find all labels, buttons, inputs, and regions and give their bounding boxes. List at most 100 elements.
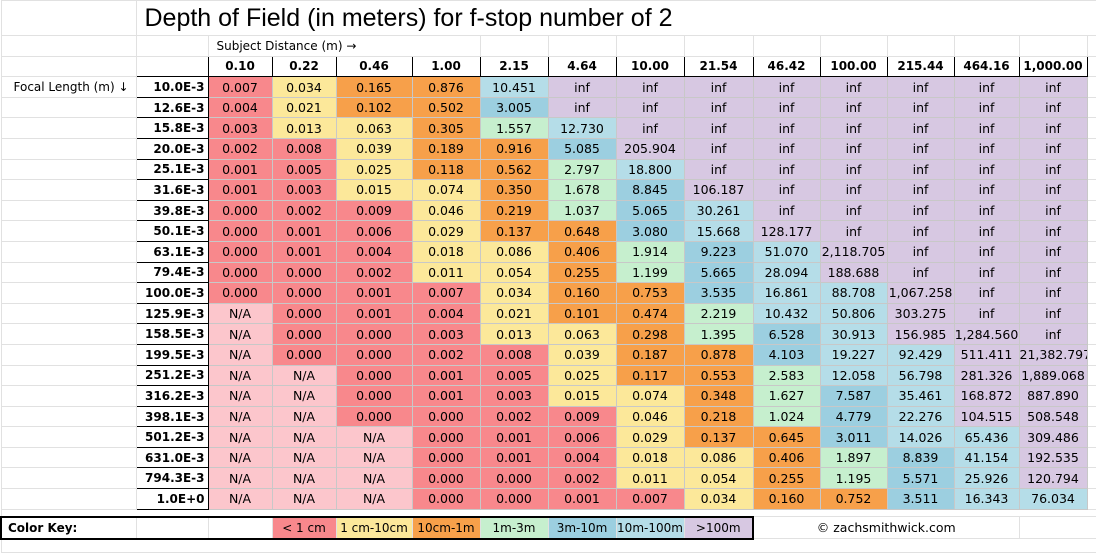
dof-value-cell[interactable]: 0.000	[335, 385, 413, 407]
dof-value-cell[interactable]: N/A	[271, 467, 337, 490]
dof-value-cell[interactable]: 0.074	[411, 179, 481, 201]
dof-value-cell[interactable]: 0.086	[479, 240, 549, 263]
empty-cell[interactable]	[0, 364, 137, 387]
dof-value-cell[interactable]: 0.002	[547, 467, 617, 490]
dof-value-cell[interactable]: 205.904	[615, 137, 685, 160]
dof-value-cell[interactable]: 0.025	[547, 364, 617, 387]
dof-value-cell[interactable]: 0.000	[411, 467, 481, 490]
empty-cell[interactable]	[0, 467, 137, 490]
dof-value-cell[interactable]: 0.001	[207, 179, 273, 201]
dof-value-cell[interactable]: 0.003	[271, 179, 337, 201]
dof-value-cell[interactable]: inf	[1018, 76, 1088, 98]
dof-value-cell[interactable]: 0.000	[335, 364, 413, 387]
dof-value-cell[interactable]: 511.411	[953, 343, 1020, 366]
dof-value-cell[interactable]: 0.004	[547, 446, 617, 469]
dof-value-cell[interactable]: 0.003	[411, 323, 481, 345]
dof-value-cell[interactable]: inf	[752, 179, 821, 201]
dof-value-cell[interactable]: inf	[683, 117, 754, 139]
dof-value-cell[interactable]: inf	[547, 76, 617, 98]
dof-value-cell[interactable]: 0.001	[547, 488, 617, 510]
dof-value-cell[interactable]: inf	[953, 117, 1020, 139]
dof-value-cell[interactable]: 0.001	[271, 240, 337, 263]
dof-value-cell[interactable]: 0.255	[752, 467, 821, 490]
empty-cell[interactable]	[1086, 76, 1096, 98]
dof-value-cell[interactable]: 0.013	[479, 323, 549, 345]
dof-value-cell[interactable]: 0.007	[207, 76, 273, 98]
dof-value-cell[interactable]: inf	[819, 179, 888, 201]
dof-value-cell[interactable]: 0.025	[335, 158, 413, 181]
dof-value-cell[interactable]: 88.708	[819, 282, 888, 304]
dof-value-cell[interactable]: inf	[886, 240, 955, 263]
dof-value-cell[interactable]: 0.005	[479, 364, 549, 387]
dof-value-cell[interactable]: 0.000	[411, 405, 481, 428]
empty-cell[interactable]	[0, 117, 137, 139]
dof-value-cell[interactable]: 0.074	[615, 385, 685, 407]
dof-value-cell[interactable]: 28.094	[752, 261, 821, 284]
dof-value-cell[interactable]: 309.486	[1018, 426, 1088, 448]
dof-value-cell[interactable]: 0.648	[547, 220, 617, 242]
dof-value-cell[interactable]: 30.913	[819, 323, 888, 345]
empty-cell[interactable]	[1086, 55, 1096, 78]
dof-value-cell[interactable]: 0.878	[683, 343, 754, 366]
dof-value-cell[interactable]: 1.037	[547, 199, 617, 222]
dof-value-cell[interactable]: N/A	[207, 323, 273, 345]
dof-value-cell[interactable]: 92.429	[886, 343, 955, 366]
empty-cell[interactable]	[0, 343, 137, 366]
dof-value-cell[interactable]: 0.474	[615, 302, 685, 325]
dof-value-cell[interactable]: N/A	[207, 385, 273, 407]
dof-value-cell[interactable]: 8.845	[615, 179, 685, 201]
dof-value-cell[interactable]: 0.000	[271, 302, 337, 325]
dof-value-cell[interactable]: 3.535	[683, 282, 754, 304]
dof-value-cell[interactable]: 0.101	[547, 302, 617, 325]
dof-value-cell[interactable]: 0.007	[411, 282, 481, 304]
dof-value-cell[interactable]: 9.223	[683, 240, 754, 263]
dof-value-cell[interactable]: inf	[752, 96, 821, 119]
dof-value-cell[interactable]: 0.001	[479, 446, 549, 469]
empty-cell[interactable]	[1086, 385, 1096, 407]
dof-value-cell[interactable]: 0.005	[271, 158, 337, 181]
empty-cell[interactable]	[0, 302, 137, 325]
dof-value-cell[interactable]: 0.046	[615, 405, 685, 428]
dof-value-cell[interactable]: N/A	[271, 405, 337, 428]
dof-value-cell[interactable]: inf	[683, 158, 754, 181]
dof-value-cell[interactable]: 1,067.258	[886, 282, 955, 304]
dof-value-cell[interactable]: 0.054	[683, 467, 754, 490]
dof-value-cell[interactable]: 0.645	[752, 426, 821, 448]
dof-value-cell[interactable]: 0.348	[683, 385, 754, 407]
dof-value-cell[interactable]: 2.219	[683, 302, 754, 325]
dof-value-cell[interactable]: inf	[819, 199, 888, 222]
dof-value-cell[interactable]: N/A	[335, 426, 413, 448]
dof-value-cell[interactable]: 22.276	[886, 405, 955, 428]
dof-value-cell[interactable]: 1.024	[752, 405, 821, 428]
dof-value-cell[interactable]: 0.000	[411, 446, 481, 469]
dof-value-cell[interactable]: 19.227	[819, 343, 888, 366]
dof-value-cell[interactable]: N/A	[271, 446, 337, 469]
dof-value-cell[interactable]: inf	[1018, 179, 1088, 201]
dof-value-cell[interactable]: inf	[752, 76, 821, 98]
dof-value-cell[interactable]: inf	[953, 261, 1020, 284]
empty-cell[interactable]	[1086, 488, 1096, 510]
dof-value-cell[interactable]: 0.305	[411, 117, 481, 139]
empty-cell[interactable]	[1086, 261, 1096, 284]
dof-value-cell[interactable]: 15.668	[683, 220, 754, 242]
dof-value-cell[interactable]: inf	[1018, 117, 1088, 139]
empty-cell[interactable]	[0, 55, 137, 78]
dof-value-cell[interactable]: inf	[886, 199, 955, 222]
dof-value-cell[interactable]: 3.511	[886, 488, 955, 510]
dof-value-cell[interactable]: 0.406	[547, 240, 617, 263]
dof-value-cell[interactable]: 0.011	[615, 467, 685, 490]
dof-value-cell[interactable]: 0.029	[615, 426, 685, 448]
dof-value-cell[interactable]: 0.916	[479, 137, 549, 160]
dof-value-cell[interactable]: 168.872	[953, 385, 1020, 407]
empty-cell[interactable]	[1086, 426, 1096, 448]
dof-value-cell[interactable]: 0.034	[271, 76, 337, 98]
dof-value-cell[interactable]: 128.177	[752, 220, 821, 242]
dof-value-cell[interactable]: inf	[615, 76, 685, 98]
dof-value-cell[interactable]: inf	[683, 76, 754, 98]
dof-value-cell[interactable]: 0.160	[547, 282, 617, 304]
dof-value-cell[interactable]: 0.006	[335, 220, 413, 242]
dof-value-cell[interactable]: 30.261	[683, 199, 754, 222]
empty-cell[interactable]	[0, 488, 137, 510]
dof-value-cell[interactable]: 3.005	[479, 96, 549, 119]
empty-cell[interactable]	[1086, 117, 1096, 139]
